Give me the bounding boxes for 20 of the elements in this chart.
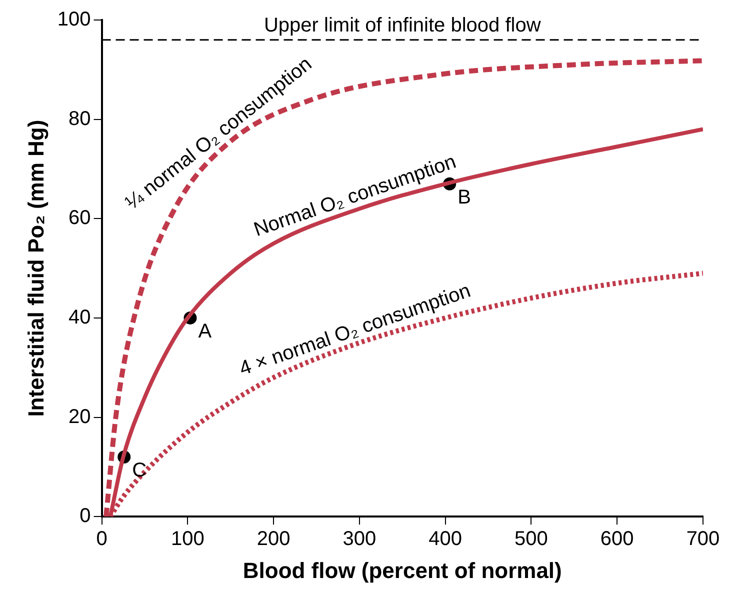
y-tick-label: 100 — [57, 8, 91, 31]
annotation: C — [132, 460, 147, 482]
y-axis-title: Interstitial fluid Po₂ (mm Hg) — [23, 120, 48, 417]
y-tick-label: 0 — [80, 505, 91, 528]
annotation: A — [198, 320, 212, 342]
annotation: B — [458, 186, 471, 208]
x-tick-label: 0 — [96, 528, 108, 550]
x-tick-label: 100 — [170, 528, 204, 550]
x-tick-label: 200 — [256, 528, 290, 550]
x-tick-label: 400 — [428, 528, 462, 550]
ref-line-label: Upper limit of infinite blood flow — [264, 14, 542, 36]
y-tick-label: 20 — [68, 406, 91, 428]
y-tick-label: 80 — [68, 108, 91, 130]
x-tick-label: 600 — [600, 528, 634, 550]
x-tick-label: 300 — [342, 528, 376, 550]
x-tick-label: 700 — [686, 528, 720, 550]
x-tick-label: 500 — [514, 528, 548, 550]
y-tick-label: 60 — [68, 207, 91, 230]
y-tick-label: 40 — [68, 306, 91, 328]
x-axis-title: Blood flow (percent of normal) — [242, 558, 562, 583]
